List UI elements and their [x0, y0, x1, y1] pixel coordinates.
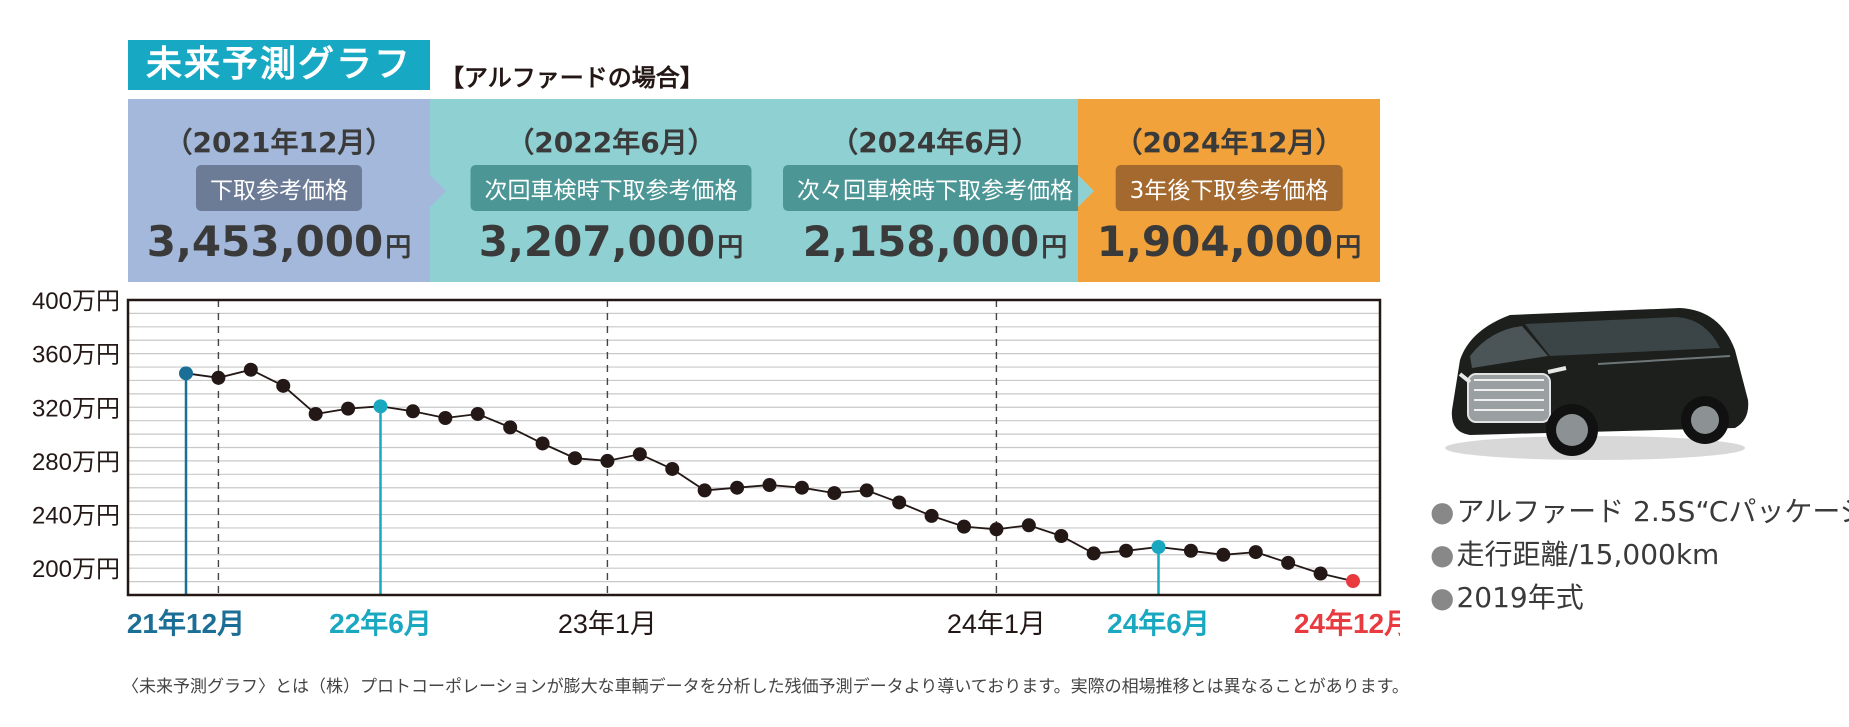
- data-point: [1313, 566, 1328, 581]
- data-point: [827, 486, 842, 501]
- x-tick-label: 21年12月: [127, 607, 245, 639]
- data-point: [211, 370, 226, 385]
- chart-points: [179, 362, 1360, 589]
- chart-title: 未来予測グラフ: [128, 40, 430, 90]
- data-point: [957, 519, 971, 534]
- plot-frame: [126, 298, 1382, 597]
- data-point: [794, 480, 809, 495]
- data-point: [859, 483, 874, 498]
- series-line: [185, 368, 1354, 582]
- y-tick-label: 200万円: [32, 556, 120, 583]
- data-point: [1086, 546, 1101, 561]
- banner-price-unit: 円: [717, 233, 744, 263]
- data-point: [341, 401, 356, 416]
- data-point: [730, 480, 745, 495]
- data-point: [503, 420, 518, 435]
- data-point: [989, 522, 1004, 537]
- car-illustration: [1445, 308, 1749, 460]
- banner-price-value: 2,158,000: [802, 217, 1040, 266]
- data-point: [568, 451, 582, 466]
- data-point: [1183, 543, 1198, 558]
- data-point: [535, 436, 550, 451]
- y-tick-label: 400万円: [32, 288, 120, 315]
- banner-label: 下取参考価格: [196, 165, 362, 211]
- data-point: [1281, 555, 1296, 570]
- banner-2021-12: （2021年12月） 下取参考価格 3,453,000円: [128, 99, 430, 282]
- spec-mileage: ●走行距離/15,000km: [1430, 533, 1719, 573]
- banner-price: 2,158,000円: [792, 217, 1078, 266]
- data-point: [1346, 574, 1360, 589]
- data-point: [438, 411, 453, 425]
- data-point: [762, 478, 777, 493]
- chart-stems: [184, 373, 1160, 595]
- data-point: [632, 447, 647, 462]
- x-tick-label: 24年1月: [947, 609, 1046, 639]
- data-point: [308, 406, 323, 421]
- price-forecast-line-chart: 200万円 240万円 280万円 320万円 360万円 400万円 21年12月 22年…: [32, 288, 1400, 639]
- banner-period: （2022年6月）: [506, 126, 716, 159]
- data-point: [1216, 547, 1231, 562]
- spec-model: ●アルファード 2.5S“Cパッケージ”: [1430, 490, 1849, 530]
- x-tick-label: 24年6月: [1107, 607, 1210, 639]
- data-point: [179, 366, 193, 381]
- banner-price: 1,904,000円: [1078, 217, 1380, 266]
- data-point: [373, 399, 388, 414]
- data-point: [276, 378, 291, 393]
- bullet-icon: ●: [1430, 495, 1455, 528]
- banner-2024-6: （2024年6月） 次々回車検時下取参考価格 2,158,000円: [783, 99, 1087, 282]
- banner-price-unit: 円: [385, 233, 412, 263]
- banner-period: （2024年6月）: [830, 126, 1040, 159]
- data-point: [924, 508, 939, 523]
- y-tick-label: 360万円: [32, 342, 120, 369]
- banner-2022-6: （2022年6月） 次回車検時下取参考価格 3,207,000円: [430, 99, 792, 282]
- banner-price-value: 3,453,000: [146, 217, 384, 266]
- banner-label: 次々回車検時下取参考価格: [783, 165, 1087, 211]
- banner-label: 次回車検時下取参考価格: [470, 165, 752, 211]
- data-point: [405, 404, 420, 419]
- data-point: [600, 453, 615, 468]
- y-tick-label: 320万円: [32, 395, 120, 422]
- chart-dashed-guides: [217, 300, 998, 595]
- arrow-right-icon: [430, 175, 446, 207]
- banner-label: 3年後下取参考価格: [1115, 165, 1343, 211]
- spec-year: ●2019年式: [1430, 576, 1584, 616]
- x-axis-tick-labels: 21年12月 22年6月 23年1月 24年1月 24年6月 24年12月: [127, 607, 1400, 639]
- data-point: [470, 406, 485, 421]
- data-point: [1021, 518, 1036, 533]
- banner-period: （2021年12月）: [164, 126, 394, 159]
- banner-price-unit: 円: [1041, 233, 1068, 263]
- x-tick-label: 24年12月: [1294, 607, 1400, 639]
- data-point: [1119, 543, 1134, 558]
- banner-2024-12: （2024年12月） 3年後下取参考価格 1,904,000円: [1078, 99, 1380, 282]
- data-point: [243, 362, 258, 377]
- footnote: 〈未来予測グラフ〉とは（株）プロトコーポレーションが膨大な車輌データを分析した残…: [122, 677, 1409, 697]
- data-point: [1248, 545, 1263, 560]
- chart-gridlines: [128, 312, 1380, 583]
- banner-period: （2024年12月）: [1114, 126, 1344, 159]
- x-tick-label: 22年6月: [329, 607, 432, 639]
- banner-price: 3,453,000円: [128, 217, 430, 266]
- spec-mileage-text: 走行距離/15,000km: [1456, 538, 1720, 571]
- banner-price-value: 1,904,000: [1096, 217, 1334, 266]
- arrow-right-icon: [1078, 175, 1094, 207]
- bullet-icon: ●: [1430, 538, 1455, 571]
- data-point: [665, 461, 680, 476]
- banner-price-value: 3,207,000: [478, 217, 716, 266]
- data-point: [892, 495, 907, 510]
- y-tick-label: 280万円: [32, 449, 120, 476]
- banner-price: 3,207,000円: [430, 217, 792, 266]
- bullet-icon: ●: [1430, 581, 1455, 614]
- spec-model-text: アルファード 2.5S“Cパッケージ”: [1456, 495, 1849, 528]
- spec-year-text: 2019年式: [1456, 581, 1584, 614]
- data-point: [1054, 529, 1069, 543]
- data-point: [1151, 539, 1166, 554]
- chart-subtitle: 【アルファードの場合】: [440, 64, 704, 92]
- y-axis-tick-labels: 200万円 240万円 280万円 320万円 360万円 400万円: [32, 288, 120, 583]
- y-tick-label: 240万円: [32, 503, 120, 530]
- x-tick-label: 23年1月: [558, 609, 657, 639]
- data-point: [697, 483, 712, 498]
- banner-price-unit: 円: [1335, 233, 1362, 263]
